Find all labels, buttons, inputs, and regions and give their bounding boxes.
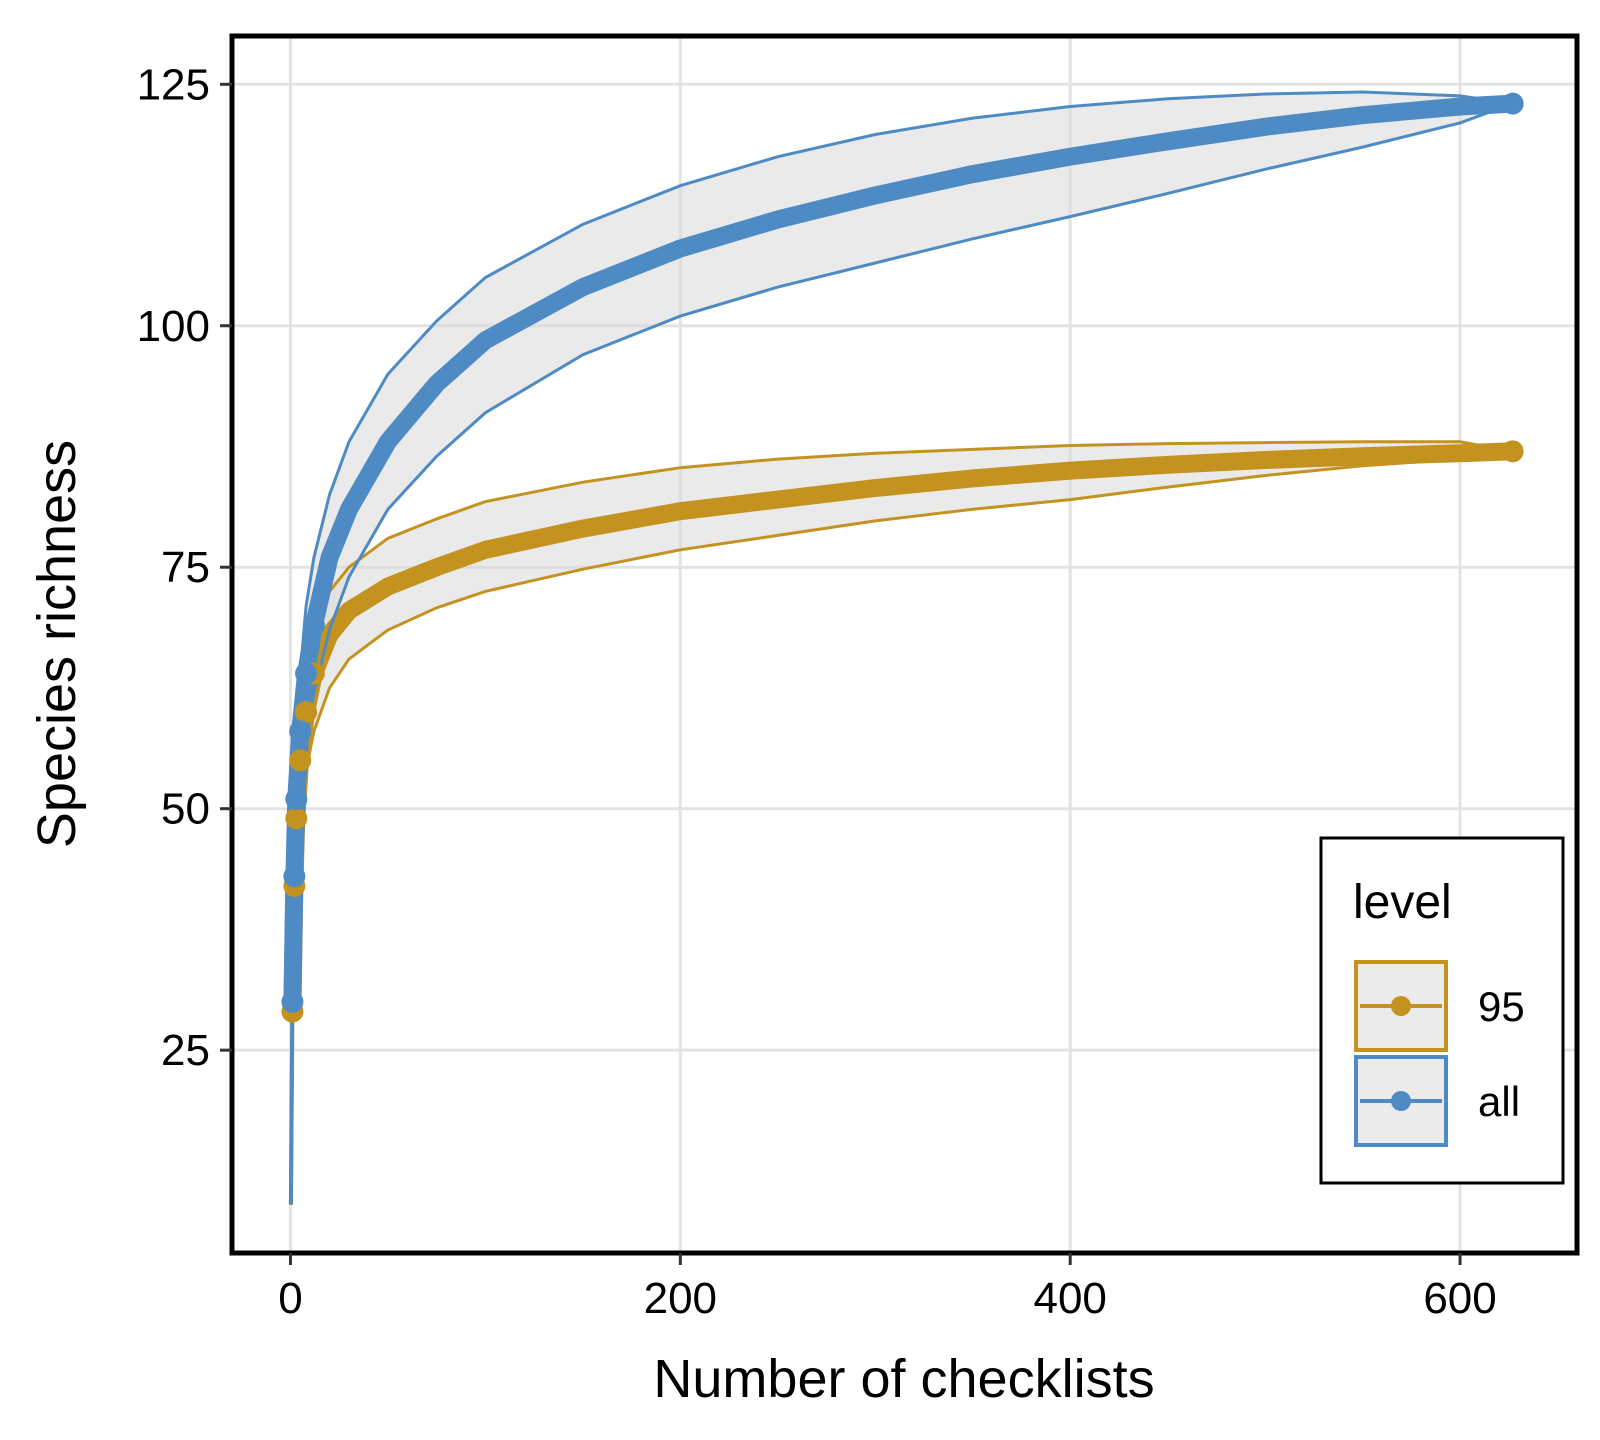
legend-label-95: 95 bbox=[1478, 983, 1525, 1030]
series-points bbox=[281, 92, 1524, 1023]
legend-items: 95 all bbox=[1354, 960, 1525, 1147]
legend-title: level bbox=[1353, 876, 1452, 929]
legend-label-all: all bbox=[1478, 1078, 1520, 1125]
point-all bbox=[289, 720, 312, 743]
point-95 bbox=[1501, 440, 1524, 463]
x-tick-label: 200 bbox=[644, 1274, 717, 1323]
point-all bbox=[295, 662, 318, 685]
band-all bbox=[292, 92, 1513, 1002]
y-tick-label: 50 bbox=[161, 785, 210, 834]
point-95 bbox=[295, 701, 318, 724]
y-axis-title: Species richness bbox=[27, 440, 87, 848]
point-all bbox=[285, 788, 308, 811]
legend: level 95 all bbox=[1319, 836, 1565, 1185]
x-tick-label: 400 bbox=[1033, 1274, 1106, 1323]
axis-ticks: 0 200 400 600 25 50 75 100 125 bbox=[137, 60, 1497, 1323]
point-95 bbox=[289, 749, 312, 772]
point-all bbox=[302, 614, 325, 637]
legend-key-point-all bbox=[1391, 1091, 1411, 1111]
x-tick-label: 600 bbox=[1423, 1274, 1496, 1323]
y-tick-label: 25 bbox=[161, 1026, 210, 1075]
point-all bbox=[1501, 92, 1524, 115]
point-all bbox=[281, 990, 304, 1013]
plot-panel-border bbox=[229, 33, 1580, 1256]
legend-key-point-95 bbox=[1391, 996, 1411, 1016]
confidence-bands bbox=[292, 92, 1513, 1012]
legend-item-all: all bbox=[1354, 1055, 1520, 1147]
x-axis-title: Number of checklists bbox=[653, 1349, 1154, 1409]
x-tick-label: 0 bbox=[278, 1274, 302, 1323]
point-all bbox=[283, 865, 306, 888]
legend-item-95: 95 bbox=[1354, 960, 1525, 1052]
y-tick-label: 100 bbox=[137, 302, 210, 351]
y-tick-label: 75 bbox=[161, 543, 210, 592]
y-tick-label: 125 bbox=[137, 60, 210, 109]
point-95 bbox=[285, 807, 308, 830]
